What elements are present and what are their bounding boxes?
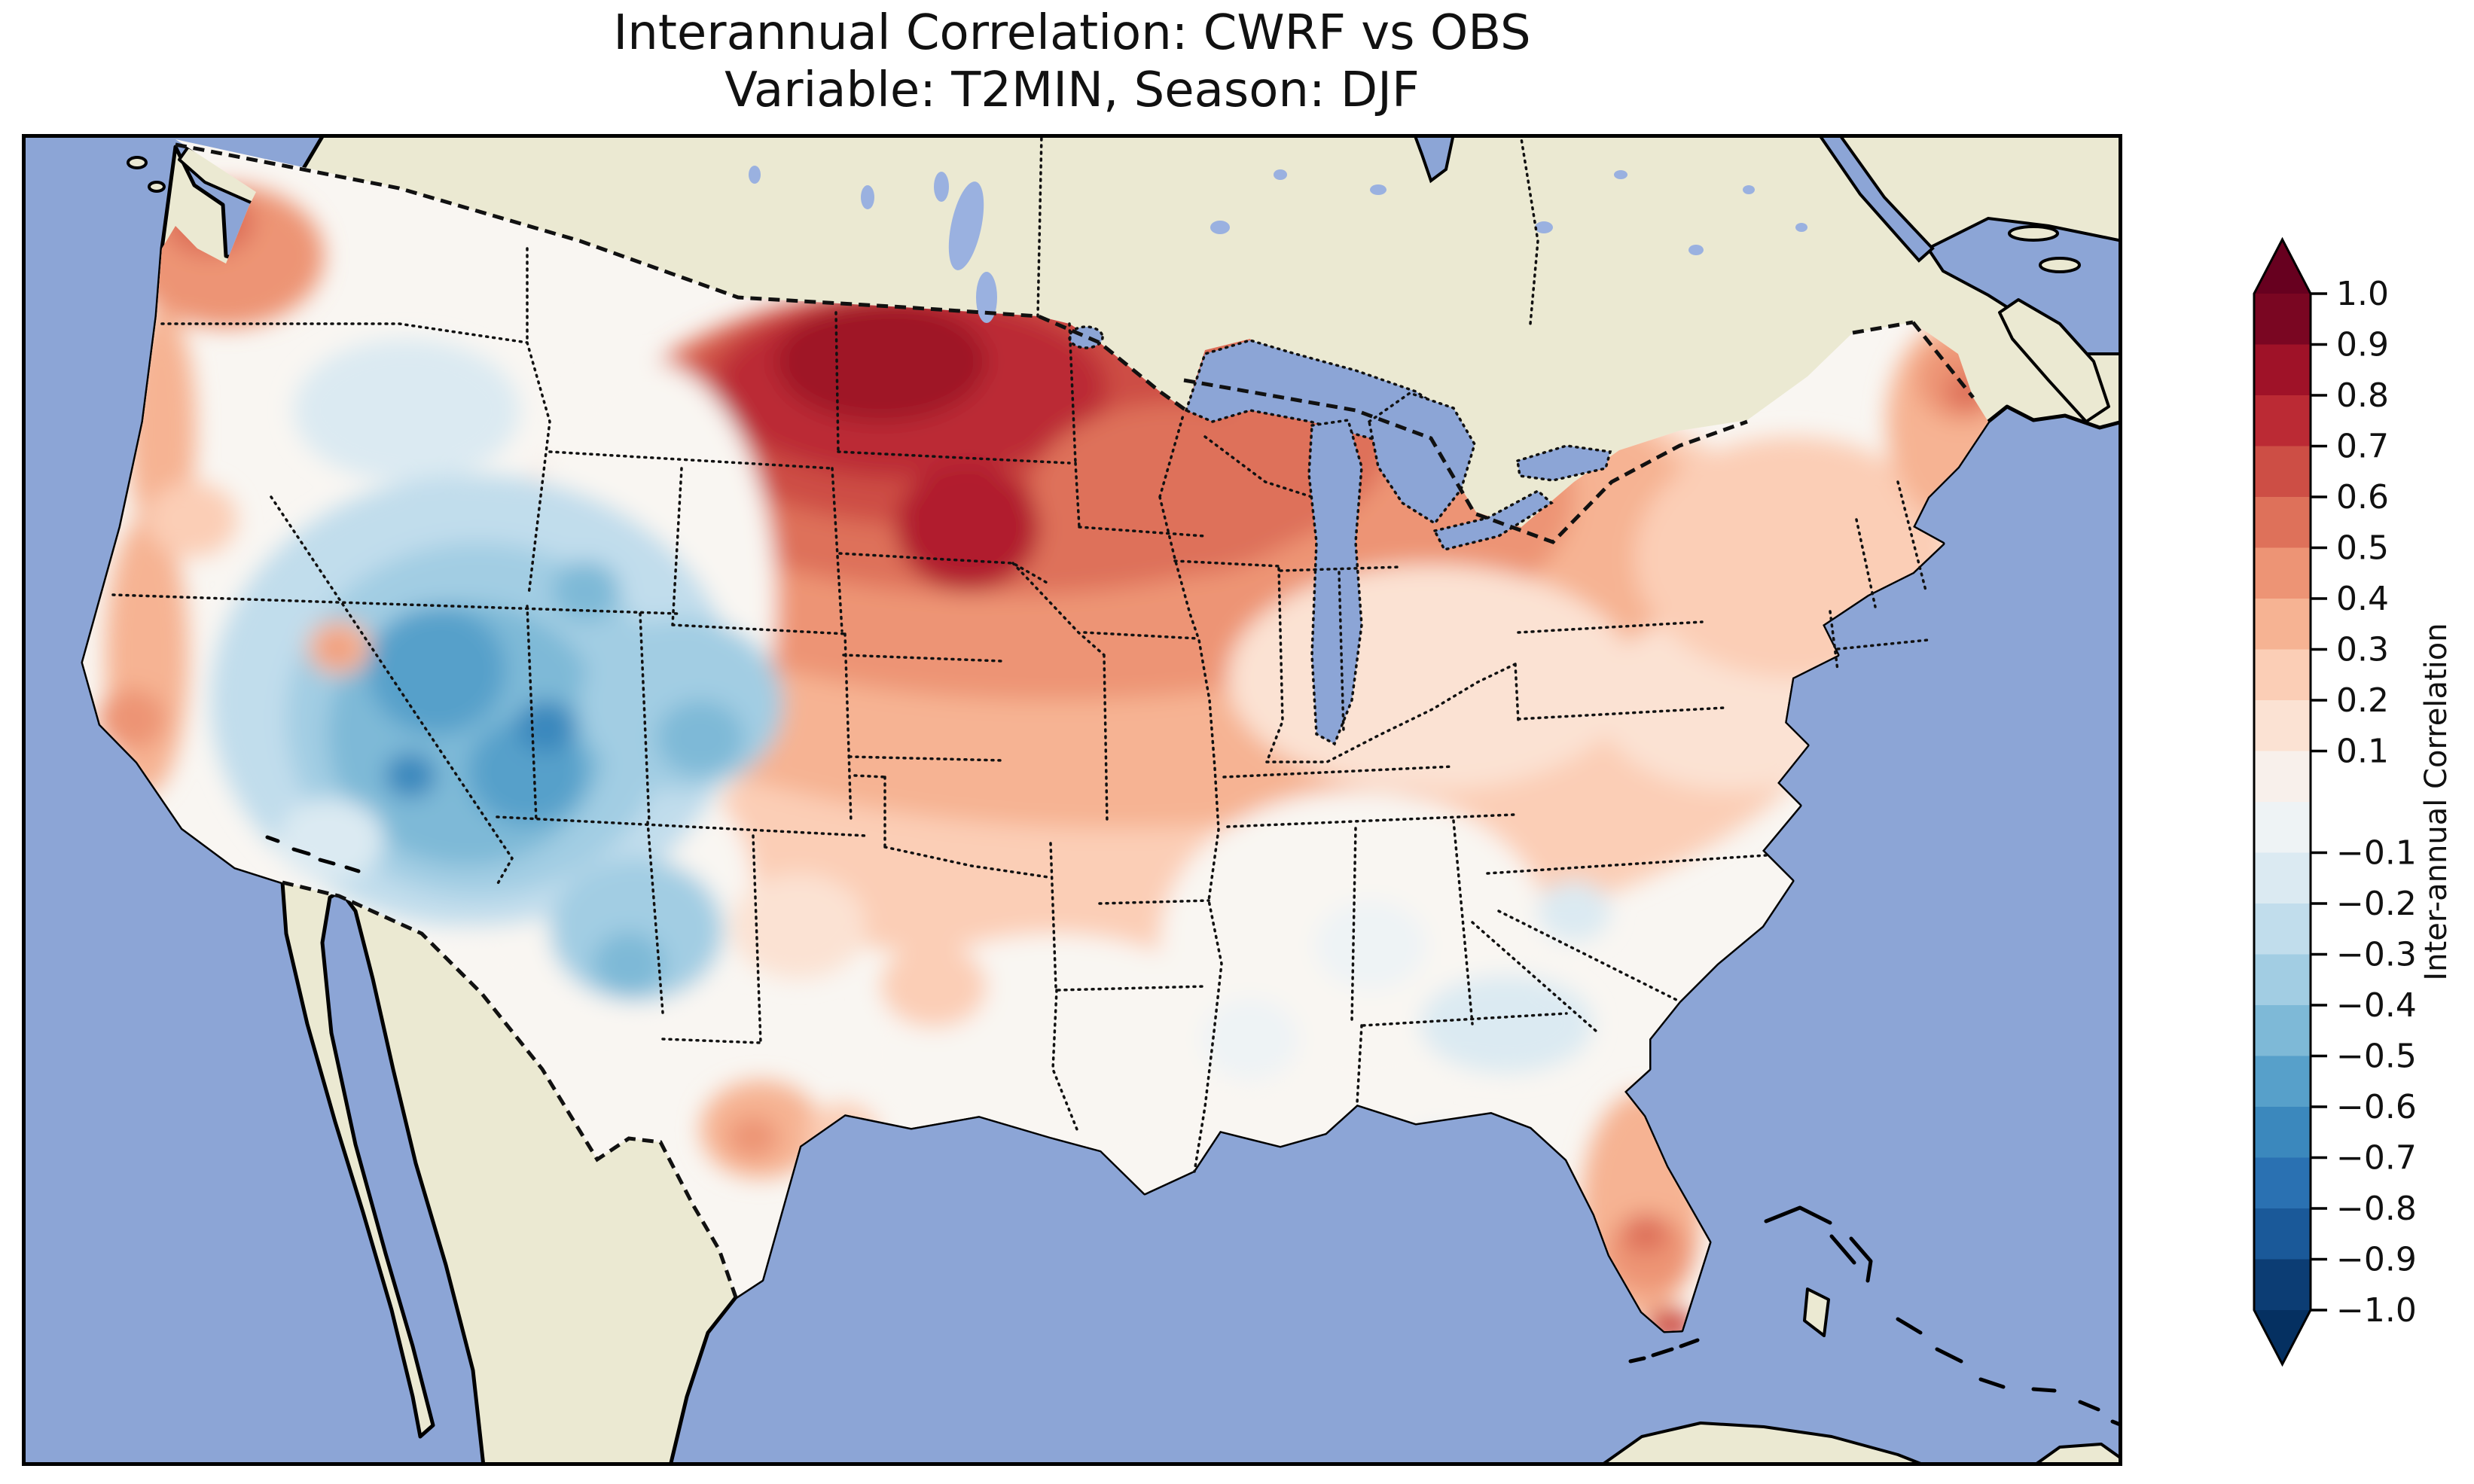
colorbar-segments	[2254, 294, 2311, 1311]
colorbar-tick-label: 0.9	[2336, 326, 2389, 364]
field-blob	[385, 753, 436, 798]
field-blob	[1420, 975, 1593, 1073]
colorbar-tick-label: 0.5	[2336, 529, 2389, 568]
colorbar-tick-label: 0.4	[2336, 580, 2389, 618]
colorbar-segment	[2254, 1158, 2311, 1209]
colorbar-tick-label: −0.3	[2336, 936, 2417, 974]
field-blob	[368, 606, 506, 734]
field-blob	[147, 482, 237, 557]
field-blob	[1032, 403, 1318, 576]
colorbar-segment	[2254, 294, 2311, 345]
colorbar-tick-label: −0.5	[2336, 1038, 2417, 1076]
colorbar-tick-label: 0.2	[2336, 681, 2389, 720]
field-blob	[657, 700, 744, 776]
colorbar-segment	[2254, 802, 2311, 853]
colorbar: 1.0 0.9 0.8 0.7 0.6 0.5 0.4 0.3 0.2 0.1 −0.1 −0.2 −0…	[2229, 218, 2470, 1393]
colorbar-segment	[2254, 497, 2311, 548]
colorbar-segment	[2254, 1260, 2311, 1311]
colorbar-tick-label: −0.9	[2336, 1241, 2417, 1279]
colorbar-segment	[2254, 853, 2311, 904]
colorbar-segment	[2254, 395, 2311, 446]
field-blob	[279, 798, 384, 881]
colorbar-segment	[2254, 700, 2311, 751]
colorbar-tick-label: 0.3	[2336, 631, 2389, 669]
figure: Interannual Correlation: CWRF vs OBS Var…	[0, 0, 2474, 1484]
colorbar-segment	[2254, 650, 2311, 701]
colorbar-tick-label: −0.1	[2336, 834, 2417, 873]
colorbar-tick-label: −1.0	[2336, 1291, 2417, 1330]
colorbar-tick-label: 1.0	[2336, 275, 2389, 313]
field-blob	[323, 637, 350, 661]
field-blob	[896, 463, 1039, 591]
colorbar-segment	[2254, 1056, 2311, 1108]
bc-islet	[128, 157, 146, 168]
colorbar-segment	[2254, 904, 2311, 955]
prince-edward-island	[2040, 258, 2079, 272]
field-blob	[728, 1116, 779, 1158]
anticosti-island	[2009, 227, 2058, 240]
colorbar-tick-label: −0.2	[2336, 885, 2417, 923]
field-blob	[1538, 881, 1610, 941]
colorbar-segment	[2254, 955, 2311, 1006]
colorbar-segment	[2254, 751, 2311, 803]
field-blob	[593, 932, 665, 995]
colorbar-segment	[2254, 1208, 2311, 1260]
field-blob	[1623, 1214, 1668, 1253]
chart-title-line1: Interannual Correlation: CWRF vs OBS	[22, 6, 2122, 60]
colorbar-segment	[2254, 548, 2311, 599]
colorbar-ticks: 1.0 0.9 0.8 0.7 0.6 0.5 0.4 0.3 0.2 0.1 −0.1 −0.2 −0…	[2311, 275, 2417, 1330]
field-blob	[731, 873, 866, 979]
field-blob	[1228, 565, 1634, 791]
chart-title-line2: Variable: T2MIN, Season: DJF	[22, 63, 2122, 117]
colorbar-segment	[2254, 1005, 2311, 1056]
colorbar-extend-over	[2254, 239, 2311, 294]
colorbar-segment	[2254, 1107, 2311, 1158]
colorbar-tick-label: 0.1	[2336, 733, 2389, 771]
field-blob	[294, 339, 520, 482]
colorbar-segment	[2254, 599, 2311, 650]
bc-islet-2	[149, 182, 164, 191]
colorbar-extend-under	[2254, 1310, 2311, 1364]
field-blob	[1314, 900, 1427, 990]
field-blob	[516, 700, 576, 753]
colorbar-axis-label: Inter-annual Correlation	[2419, 623, 2454, 980]
colorbar-tick-label: 0.6	[2336, 478, 2389, 517]
colorbar-tick-label: 0.8	[2336, 376, 2389, 415]
colorbar-segment	[2254, 345, 2311, 396]
map-canvas	[22, 134, 2122, 1466]
colorbar-tick-label: −0.8	[2336, 1190, 2417, 1228]
field-blob	[881, 945, 987, 1028]
colorbar-tick-label: −0.6	[2336, 1088, 2417, 1126]
colorbar-tick-label: 0.7	[2336, 428, 2389, 466]
colorbar-segment	[2254, 446, 2311, 498]
field-blob	[776, 301, 987, 422]
colorbar-tick-label: −0.7	[2336, 1139, 2417, 1178]
colorbar-tick-label: −0.4	[2336, 986, 2417, 1025]
